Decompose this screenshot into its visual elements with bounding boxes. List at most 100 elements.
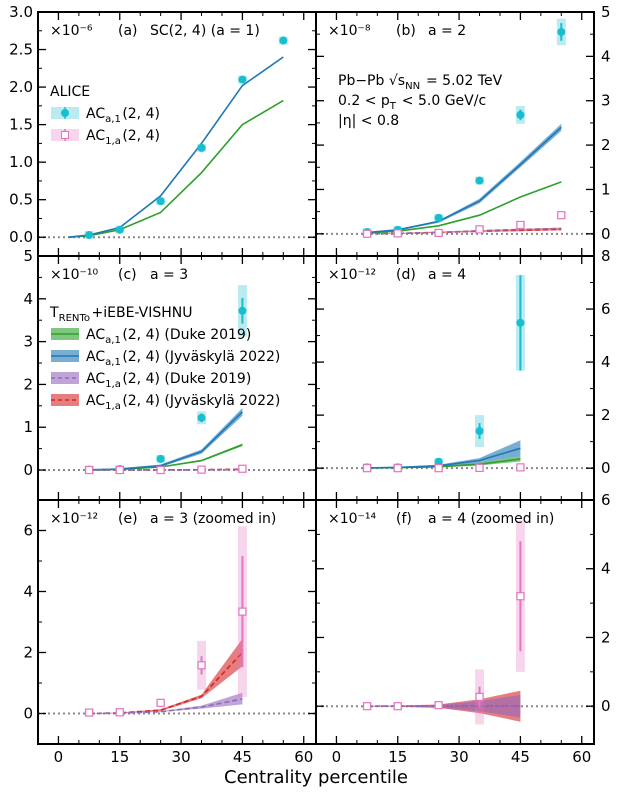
text-span: T	[49, 305, 59, 321]
legend-label: ACa,1 (2, 4) (Jyväskylä 2022)	[86, 349, 280, 368]
text-span: AC	[86, 128, 105, 144]
data-point	[115, 465, 124, 475]
x-axis-label: Centrality percentile	[224, 767, 408, 788]
data-point	[516, 463, 525, 472]
text-span: AC	[86, 349, 105, 365]
text-span: a,1	[105, 335, 121, 346]
data-point	[156, 454, 165, 463]
panel-title: a = 2	[428, 23, 466, 39]
model-line	[68, 56, 284, 238]
panel-d: 0 2 4 6 8 ×10⁻¹² (d) a = 4	[315, 247, 611, 501]
panel-label: (c)	[118, 267, 137, 283]
data-point	[156, 698, 165, 707]
y-tick-label: 0	[23, 705, 33, 723]
legend-marker	[61, 131, 69, 139]
y-tick-label: 1	[601, 180, 611, 198]
data-point	[475, 225, 484, 234]
y-tick-label: 2	[23, 375, 33, 393]
text-span: (2, 4) (Duke 2019)	[122, 327, 251, 343]
data-point	[434, 213, 443, 222]
axis-exponent: ×10⁻¹⁰	[50, 267, 99, 283]
legend-label: AC1,a (2, 4)	[86, 128, 160, 147]
y-tick-label: 1.0	[9, 153, 33, 171]
data-point	[557, 211, 566, 220]
panel-e: 0 15 30 45 60 0 2 4 6 ×10⁻¹² (e) a = 3 (zoomed in)	[23, 499, 317, 766]
y-tick-label: 0.0	[9, 228, 33, 246]
data-point	[156, 197, 165, 206]
y-tick-label: 0	[601, 225, 611, 243]
model-band	[89, 408, 243, 470]
data-point	[238, 607, 247, 616]
legend-title: TRENTo +iEBE-VISHNU	[49, 305, 193, 324]
x-tick-label: 0	[54, 748, 64, 766]
annotation-line: Pb−Pb √sNN = 5.02 TeV	[338, 73, 503, 92]
text-span: 0.2 < p	[338, 93, 390, 109]
panel-title: a = 3 (zoomed in)	[150, 511, 276, 527]
text-span: 1,a	[105, 379, 121, 390]
data-point	[475, 463, 484, 473]
y-tick-label: 2.0	[9, 78, 33, 96]
y-tick-label: 1.5	[9, 116, 33, 134]
x-tick-label: 45	[511, 748, 530, 766]
legend-label: AC1,a (2, 4) (Duke 2019)	[86, 371, 251, 390]
model-line	[367, 126, 562, 234]
data-point	[434, 228, 443, 238]
y-tick-label: 0	[601, 697, 611, 715]
y-tick-label: 4	[23, 583, 33, 601]
data-point	[434, 701, 443, 710]
data-point	[475, 427, 484, 436]
y-tick-label: 8	[601, 247, 611, 265]
panel-frame	[37, 499, 317, 745]
text-span: |η| < 0.8	[338, 113, 399, 129]
y-tick-label: 3	[601, 92, 611, 110]
text-span: AC	[86, 106, 105, 122]
y-tick-label: 2.5	[9, 41, 33, 59]
panel-title: SC(2, 4) (a = 1)	[150, 23, 260, 39]
axis-exponent: ×10⁻⁸	[328, 23, 371, 39]
y-tick-label: 2	[601, 628, 611, 646]
x-tick-label: 60	[572, 748, 591, 766]
y-tick-label: 4	[23, 290, 33, 308]
panel-title: a = 3	[150, 267, 188, 283]
legend: TRENTo +iEBE-VISHNU ACa,1 (2, 4) (Duke 20…	[49, 305, 280, 412]
x-tick-label: 30	[450, 748, 469, 766]
y-tick-label: 5	[601, 3, 611, 21]
model-band	[367, 123, 562, 233]
data-point	[363, 464, 372, 473]
x-tick-label: 15	[388, 748, 407, 766]
data-point	[238, 75, 247, 84]
x-tick-label: 30	[172, 748, 191, 766]
legend-marker	[61, 109, 69, 117]
model-line	[89, 444, 243, 471]
legend-label: ACa,1 (2, 4)	[86, 106, 160, 125]
panel-frame	[315, 499, 595, 745]
axis-exponent: ×10⁻¹²	[50, 511, 98, 527]
y-tick-label: 5	[23, 247, 33, 265]
y-tick-label: 6	[23, 522, 33, 540]
model-line	[367, 181, 562, 234]
text-span: < 5.0 GeV/c	[397, 93, 486, 109]
panel-f: 0 15 30 45 60 0 2 4 6 ×10⁻¹⁴ (f) a = 4 (zoomed in)	[315, 491, 611, 766]
data-point	[363, 229, 372, 238]
data-point	[434, 464, 443, 473]
data-point	[197, 143, 206, 152]
legend-label: AC1,a (2, 4) (Jyväskylä 2022)	[86, 393, 280, 412]
annotation-line: 0.2 < pT < 5.0 GeV/c	[338, 93, 486, 112]
y-tick-label: 2	[601, 136, 611, 154]
data-point	[115, 225, 124, 234]
data-point	[238, 464, 247, 473]
model-line	[89, 698, 243, 715]
panel-c: 0 1 2 3 4 5 ×10⁻¹⁰ (c) a = 3 TRENTo +iEBE-VISHNU A…	[23, 247, 317, 501]
data-point	[516, 110, 525, 119]
text-span: 1,a	[105, 401, 121, 412]
x-tick-label: 0	[332, 748, 342, 766]
y-tick-label: 2	[601, 406, 611, 424]
data-point	[475, 692, 484, 702]
text-span: AC	[86, 327, 105, 343]
text-span: (2, 4) (Jyväskylä 2022)	[122, 349, 280, 365]
data-point	[516, 318, 525, 327]
y-tick-label: 0.5	[9, 191, 33, 209]
panel-label: (a)	[118, 23, 138, 39]
x-tick-label: 45	[233, 748, 252, 766]
